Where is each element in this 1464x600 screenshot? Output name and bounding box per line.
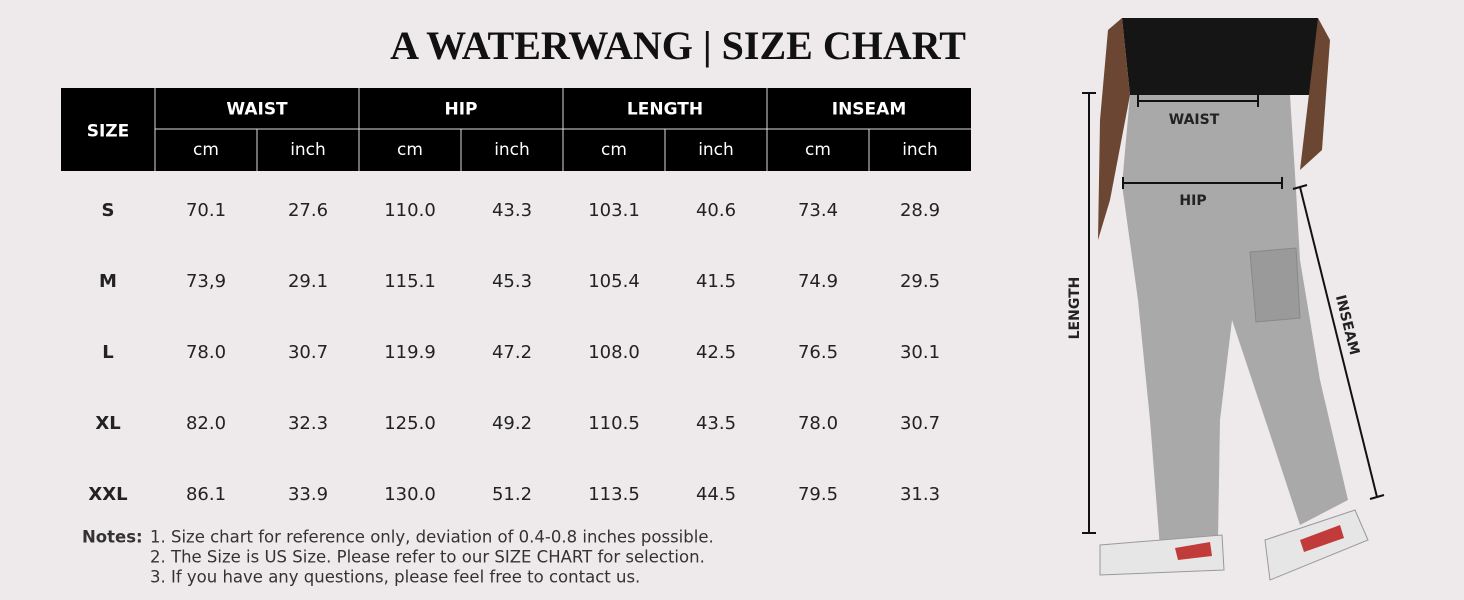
waist-label: WAIST [1169, 112, 1220, 128]
value-cell: 40.6 [696, 200, 736, 221]
value-cell: 79.5 [798, 484, 838, 505]
value-cell: 103.1 [588, 200, 640, 221]
unit-header: inch [698, 140, 734, 160]
shirt [1122, 18, 1318, 95]
size-cell: XL [95, 413, 120, 434]
value-cell: 49.2 [492, 413, 532, 434]
group-header: HIP [444, 100, 477, 120]
value-cell: 125.0 [384, 413, 436, 434]
group-header: INSEAM [832, 100, 906, 120]
notes-label: Notes: [82, 528, 143, 547]
group-header: WAIST [226, 100, 288, 120]
unit-header: cm [601, 140, 627, 160]
length-label: LENGTH [1067, 277, 1083, 340]
value-cell: 74.9 [798, 271, 838, 292]
value-cell: 30.7 [288, 342, 328, 363]
value-cell: 76.5 [798, 342, 838, 363]
size-cell: M [99, 271, 117, 292]
unit-header: inch [902, 140, 938, 160]
value-cell: 43.3 [492, 200, 532, 221]
value-cell: 32.3 [288, 413, 328, 434]
shoe-accent-left [1175, 542, 1212, 560]
model-illustration [1098, 18, 1369, 581]
value-cell: 45.3 [492, 271, 532, 292]
hip-label: HIP [1179, 193, 1206, 209]
size-cell: L [102, 342, 113, 363]
value-cell: 119.9 [384, 342, 436, 363]
value-cell: 82.0 [186, 413, 226, 434]
value-cell: 73.4 [798, 200, 838, 221]
value-cell: 43.5 [696, 413, 736, 434]
value-cell: 44.5 [696, 484, 736, 505]
pants [1122, 95, 1348, 548]
value-cell: 105.4 [588, 271, 640, 292]
arm-right [1300, 18, 1330, 170]
value-cell: 110.5 [588, 413, 640, 434]
value-cell: 47.2 [492, 342, 532, 363]
value-cell: 42.5 [696, 342, 736, 363]
note-item: 3. If you have any questions, please fee… [150, 568, 640, 587]
inseam-cap [1292, 184, 1308, 190]
value-cell: 30.7 [900, 413, 940, 434]
unit-header: cm [193, 140, 219, 160]
cargo-pocket [1249, 247, 1301, 323]
value-cell: 27.6 [288, 200, 328, 221]
size-cell: S [102, 200, 115, 221]
value-cell: 110.0 [384, 200, 436, 221]
inseam-cap [1369, 494, 1385, 500]
note-item: 2. The Size is US Size. Please refer to … [150, 548, 705, 567]
value-cell: 30.1 [900, 342, 940, 363]
value-cell: 86.1 [186, 484, 226, 505]
value-cell: 28.9 [900, 200, 940, 221]
value-cell: 108.0 [588, 342, 640, 363]
value-cell: 73,9 [186, 271, 226, 292]
value-cell: 113.5 [588, 484, 640, 505]
value-cell: 115.1 [384, 271, 436, 292]
notes: Notes: 1. Size chart for reference only, … [82, 528, 714, 587]
value-cell: 51.2 [492, 484, 532, 505]
value-cell: 31.3 [900, 484, 940, 505]
value-cell: 78.0 [798, 413, 838, 434]
unit-header: inch [290, 140, 326, 160]
unit-header: cm [805, 140, 831, 160]
note-item: 1. Size chart for reference only, deviat… [150, 528, 714, 547]
value-cell: 130.0 [384, 484, 436, 505]
unit-header: cm [397, 140, 423, 160]
value-cell: 33.9 [288, 484, 328, 505]
shoe-accent-right [1300, 525, 1344, 552]
value-cell: 41.5 [696, 271, 736, 292]
value-cell: 29.1 [288, 271, 328, 292]
unit-header: inch [494, 140, 530, 160]
size-cell: XXL [88, 484, 127, 505]
value-cell: 29.5 [900, 271, 940, 292]
value-cell: 78.0 [186, 342, 226, 363]
inseam-line [1299, 186, 1378, 498]
group-header: LENGTH [627, 100, 703, 120]
size-header: SIZE [87, 122, 130, 142]
value-cell: 70.1 [186, 200, 226, 221]
arm-left [1098, 18, 1130, 240]
title: A WATERWANG | SIZE CHART [390, 23, 966, 68]
